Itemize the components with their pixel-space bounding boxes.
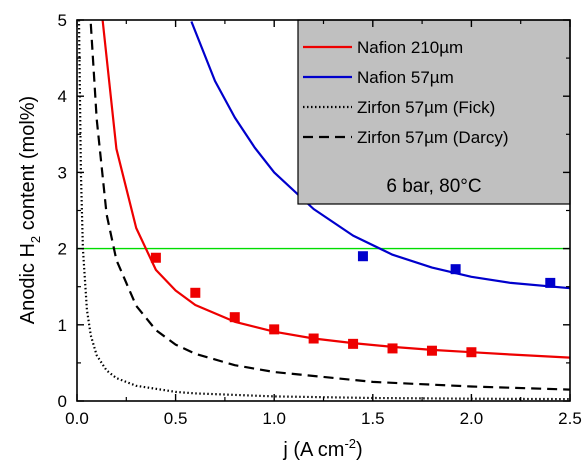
legend-label-zirfon-57-m-darcy: Zirfon 57µm (Darcy) — [357, 128, 508, 147]
x-tick-label: 1.0 — [262, 409, 286, 428]
data-point-blue — [357, 251, 368, 262]
data-point-blue — [450, 264, 461, 275]
x-tick-label: 0.5 — [164, 409, 188, 428]
legend-label-nafion-210-m: Nafion 210µm — [357, 38, 463, 57]
x-tick-label: 2.0 — [460, 409, 484, 428]
y-tick-label: 4 — [58, 87, 67, 106]
x-axis-title-main: j (A cm — [282, 439, 344, 461]
data-point-red — [150, 252, 161, 263]
x-tick-label: 2.5 — [558, 409, 582, 428]
y-tick-label: 2 — [58, 240, 67, 259]
series-line-zirfon-57-m-darcy — [89, 23, 570, 391]
series-line-nafion-57-m — [190, 21, 570, 290]
data-point-red — [308, 333, 319, 344]
x-axis-title: j (A cm-2) — [282, 436, 362, 461]
x-axis-title-close: ) — [356, 439, 363, 461]
legend: Nafion 210µm Nafion 57µm Zirfon 57µm (Fick… — [303, 38, 508, 147]
data-point-red — [348, 338, 359, 349]
legend-label-nafion-57-m: Nafion 57µm — [357, 68, 454, 87]
x-tick-label: 0.0 — [65, 409, 89, 428]
y-tick-label: 1 — [58, 316, 67, 335]
data-point-red — [387, 343, 398, 354]
data-point-red — [426, 345, 437, 356]
plot-area — [77, 20, 570, 401]
axes: 0.0 0.5 1.0 1.5 2.0 2.5 0 1 2 3 4 5 — [58, 11, 582, 428]
annotation-text: 6 bar, 80°C — [386, 176, 481, 197]
y-axis-title-pre: Anodic H — [17, 243, 39, 324]
x-tick-label: 1.5 — [361, 409, 385, 428]
y-tick-label: 5 — [58, 11, 67, 30]
legend-box — [297, 19, 571, 205]
data-point-blue — [545, 277, 556, 288]
legend-label-zirfon-57-m-fick: Zirfon 57µm (Fick) — [357, 98, 495, 117]
y-axis-title-sub: 2 — [28, 236, 43, 243]
y-axis-title: Anodic H2 content (mol%) — [17, 96, 43, 324]
x-axis-title-sup: -2 — [344, 436, 356, 451]
data-point-red — [269, 324, 280, 335]
series-line-zirfon-57-m-fick — [77, 20, 570, 401]
y-axis-title-post: content (mol%) — [17, 96, 39, 236]
y-tick-label: 0 — [58, 392, 67, 411]
data-point-red — [466, 347, 477, 358]
data-point-red — [229, 312, 240, 323]
y-tick-label: 3 — [58, 163, 67, 182]
data-point-red — [190, 287, 201, 298]
